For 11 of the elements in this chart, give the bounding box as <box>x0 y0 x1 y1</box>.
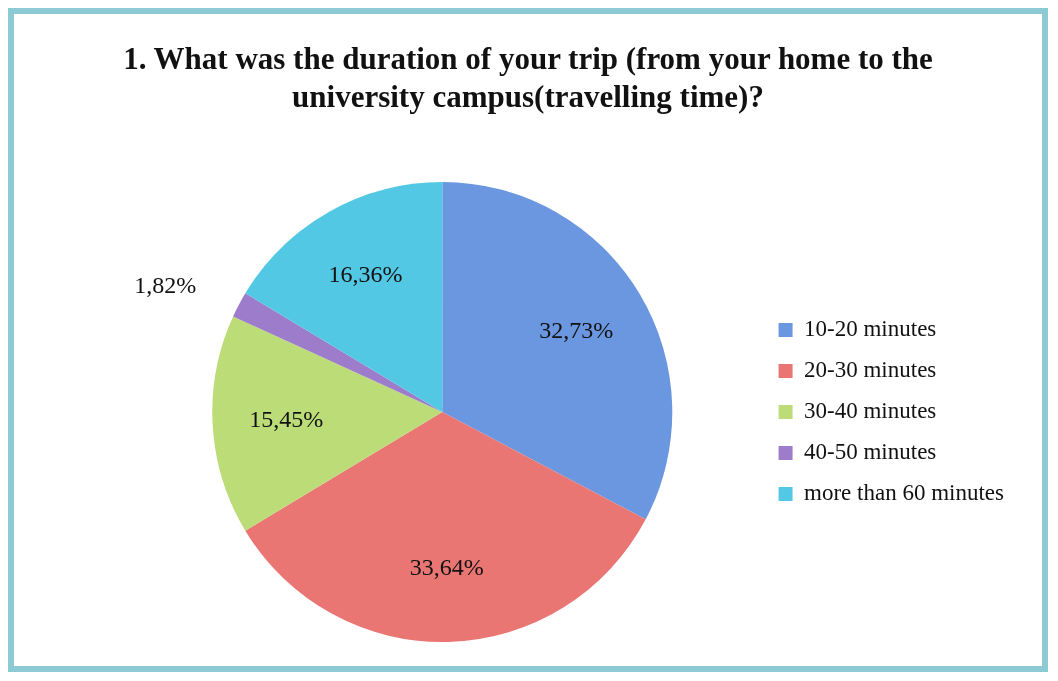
legend-label: 10-20 minutes <box>804 316 937 342</box>
data-label: 15,45% <box>249 406 324 433</box>
chart-title: 1. What was the duration of your trip (from your home to the university campus(travelling time)? <box>122 40 934 116</box>
data-label: 16,36% <box>328 261 403 288</box>
legend-label: 30-40 minutes <box>804 398 937 424</box>
data-label: 1,82% <box>134 272 197 299</box>
data-label: 33,64% <box>409 553 484 580</box>
legend-label: 40-50 minutes <box>804 439 937 465</box>
legend-label: 20-30 minutes <box>804 357 937 383</box>
data-label: 32,73% <box>539 316 614 343</box>
legend-label: more than 60 minutes <box>804 480 1005 506</box>
